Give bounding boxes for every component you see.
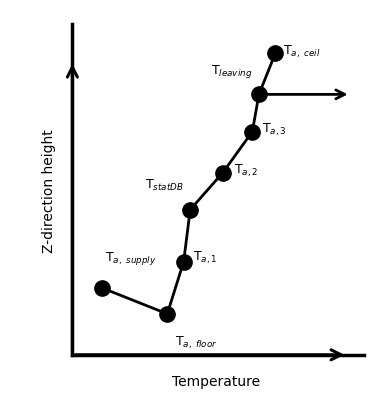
Text: T$_{a,\ supply}$: T$_{a,\ supply}$ bbox=[105, 250, 156, 268]
Text: T$_{a,\ floor}$: T$_{a,\ floor}$ bbox=[176, 334, 218, 351]
Text: T$_{a,1}$: T$_{a,1}$ bbox=[193, 250, 218, 266]
Text: Z-direction height: Z-direction height bbox=[42, 129, 57, 253]
Text: T$_{statDB}$: T$_{statDB}$ bbox=[145, 178, 184, 193]
Text: T$_{a,\ ceil}$: T$_{a,\ ceil}$ bbox=[283, 43, 321, 60]
Text: T$_{leaving}$: T$_{leaving}$ bbox=[211, 63, 253, 79]
Text: Temperature: Temperature bbox=[172, 375, 260, 389]
Text: T$_{a,2}$: T$_{a,2}$ bbox=[234, 163, 259, 179]
Text: T$_{a,3}$: T$_{a,3}$ bbox=[262, 122, 287, 138]
